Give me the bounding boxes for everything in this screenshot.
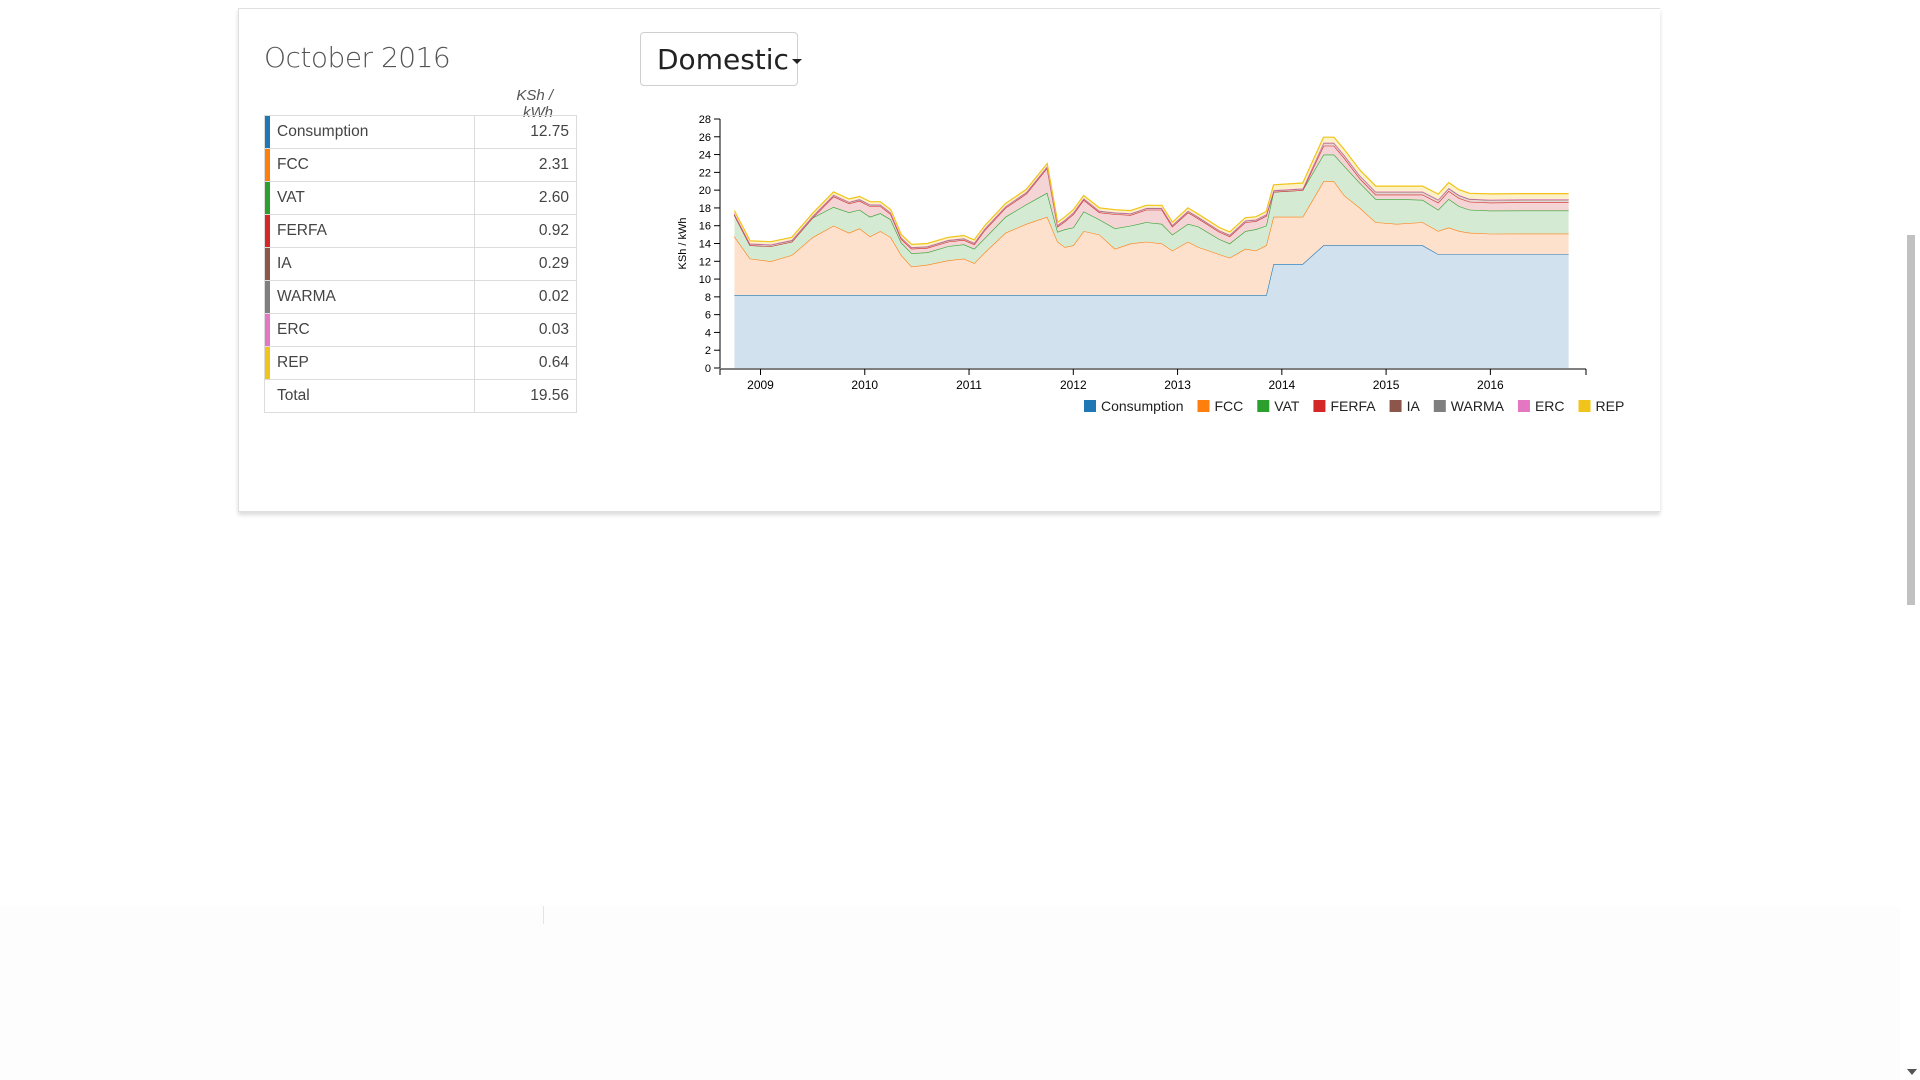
footer-area [0, 906, 1900, 1080]
legend-label-ferfa: FERFA [1330, 398, 1376, 414]
legend-label-rep: REP [1596, 398, 1625, 414]
color-swatch [265, 314, 270, 346]
x-tick-label: 2016 [1477, 378, 1504, 392]
x-tick-label: 2009 [747, 378, 774, 392]
y-axis-label: KSh / kWh [677, 218, 689, 270]
legend-swatch-consumption [1084, 400, 1096, 412]
breakdown-row-total: Total 19.56 [264, 379, 577, 413]
y-tick-label: 16 [699, 221, 711, 233]
area-fcc [734, 181, 1569, 296]
footer-divider [543, 906, 544, 924]
legend-swatch-ia [1389, 400, 1402, 412]
legend-swatch-fcc [1197, 400, 1210, 412]
legend-swatch-warma [1433, 400, 1446, 412]
x-tick-label: 2011 [956, 378, 982, 392]
legend-label-fcc: FCC [1215, 398, 1244, 414]
y-tick-label: 24 [699, 150, 711, 162]
y-tick-label: 2 [705, 345, 711, 357]
legend-swatch-rep [1578, 400, 1591, 412]
y-tick-label: 12 [699, 256, 711, 268]
period-title: October 2016 [264, 41, 451, 74]
scroll-down-arrow-icon[interactable] [1907, 1069, 1917, 1075]
caret-down-icon [791, 58, 802, 64]
y-tick-label: 8 [705, 292, 711, 304]
legend-label-vat: VAT [1274, 398, 1300, 414]
tariff-breakdown-card: October 2016 KSh / kWh Consumption 12.75 F… [238, 8, 1660, 512]
component-value: 0.02 [474, 280, 577, 314]
y-tick-label: 20 [699, 185, 711, 197]
tariff-dropdown-label: Domestic [657, 42, 789, 76]
component-value: 12.75 [474, 115, 577, 149]
component-label: IA [277, 255, 292, 272]
color-swatch [265, 149, 270, 181]
component-value: 0.92 [474, 214, 577, 248]
legend-label-ia: IA [1407, 398, 1421, 414]
component-label: FCC [277, 156, 309, 173]
component-label: VAT [277, 189, 305, 206]
x-tick-label: 2014 [1268, 378, 1295, 392]
breakdown-row-ferfa: FERFA 0.92 [264, 214, 577, 248]
color-swatch [265, 215, 270, 247]
x-tick-label: 2012 [1060, 378, 1087, 392]
component-value: 0.29 [474, 247, 577, 281]
component-label: WARMA [277, 288, 336, 305]
page-scrollbar[interactable] [1903, 0, 1920, 1080]
area-vat [734, 154, 1569, 267]
breakdown-row-consumption: Consumption 12.75 [264, 115, 577, 149]
legend-swatch-ferfa [1313, 400, 1326, 412]
breakdown-row-ia: IA 0.29 [264, 247, 577, 281]
component-value: 2.60 [474, 181, 577, 215]
y-tick-label: 4 [705, 327, 711, 339]
total-label: Total [264, 379, 475, 413]
legend-swatch-erc [1517, 400, 1530, 412]
legend-label-warma: WARMA [1451, 398, 1505, 414]
y-tick-label: 18 [699, 203, 711, 215]
total-value: 19.56 [474, 379, 577, 413]
component-value: 0.64 [474, 346, 577, 380]
breakdown-row-vat: VAT 2.60 [264, 181, 577, 215]
breakdown-row-warma: WARMA 0.02 [264, 280, 577, 314]
component-label: Consumption [277, 123, 369, 140]
legend-swatch-vat [1257, 400, 1270, 412]
legend-label-erc: ERC [1535, 398, 1565, 414]
line-rep [733, 136, 1569, 246]
component-label: REP [277, 354, 309, 371]
scrollbar-thumb[interactable] [1907, 235, 1915, 605]
x-tick-label: 2015 [1373, 378, 1400, 392]
y-tick-label: 6 [705, 310, 711, 322]
y-tick-label: 10 [699, 274, 711, 286]
y-tick-label: 28 [699, 114, 711, 126]
component-value: 0.03 [474, 313, 577, 347]
breakdown-row-rep: REP 0.64 [264, 346, 577, 380]
y-tick-label: 22 [699, 167, 711, 179]
breakdown-row-fcc: FCC 2.31 [264, 148, 577, 182]
breakdown-row-erc: ERC 0.03 [264, 313, 577, 347]
component-value: 2.31 [474, 148, 577, 182]
color-swatch [265, 347, 270, 379]
area-consumption [734, 245, 1569, 368]
color-swatch [265, 182, 270, 214]
breakdown-table: Consumption 12.75 FCC 2.31 VAT 2.60 FERFA 0.92 I… [264, 115, 577, 413]
y-tick-label: 14 [699, 239, 711, 251]
x-tick-label: 2013 [1164, 378, 1191, 392]
component-label: FERFA [277, 222, 327, 239]
color-swatch [265, 248, 270, 280]
x-tick-label: 2010 [851, 378, 878, 392]
color-swatch [265, 281, 270, 313]
component-label: ERC [277, 321, 310, 338]
y-tick-label: 26 [699, 132, 711, 144]
tariff-dropdown[interactable]: Domestic [640, 32, 802, 86]
color-swatch [265, 116, 270, 148]
legend-label-consumption: Consumption [1101, 398, 1184, 414]
y-tick-label: 0 [705, 363, 711, 375]
